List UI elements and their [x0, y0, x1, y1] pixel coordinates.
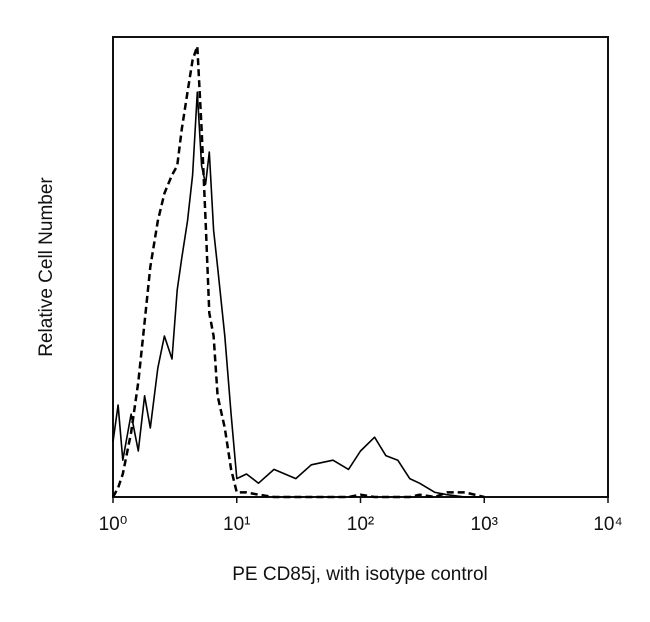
x-tick-label: 10¹ [223, 514, 250, 535]
x-tick-label: 10⁴ [593, 514, 622, 535]
histogram-line [111, 44, 485, 499]
x-axis-label: PE CD85j, with isotype control [232, 564, 488, 585]
x-tick-label: 10² [347, 514, 374, 535]
x-tick-label: 10³ [471, 514, 498, 535]
y-axis-label: Relative Cell Number [36, 177, 57, 357]
histogram-line [112, 91, 485, 498]
x-tick-label: 10⁰ [99, 514, 128, 535]
plot-frame [112, 36, 609, 498]
